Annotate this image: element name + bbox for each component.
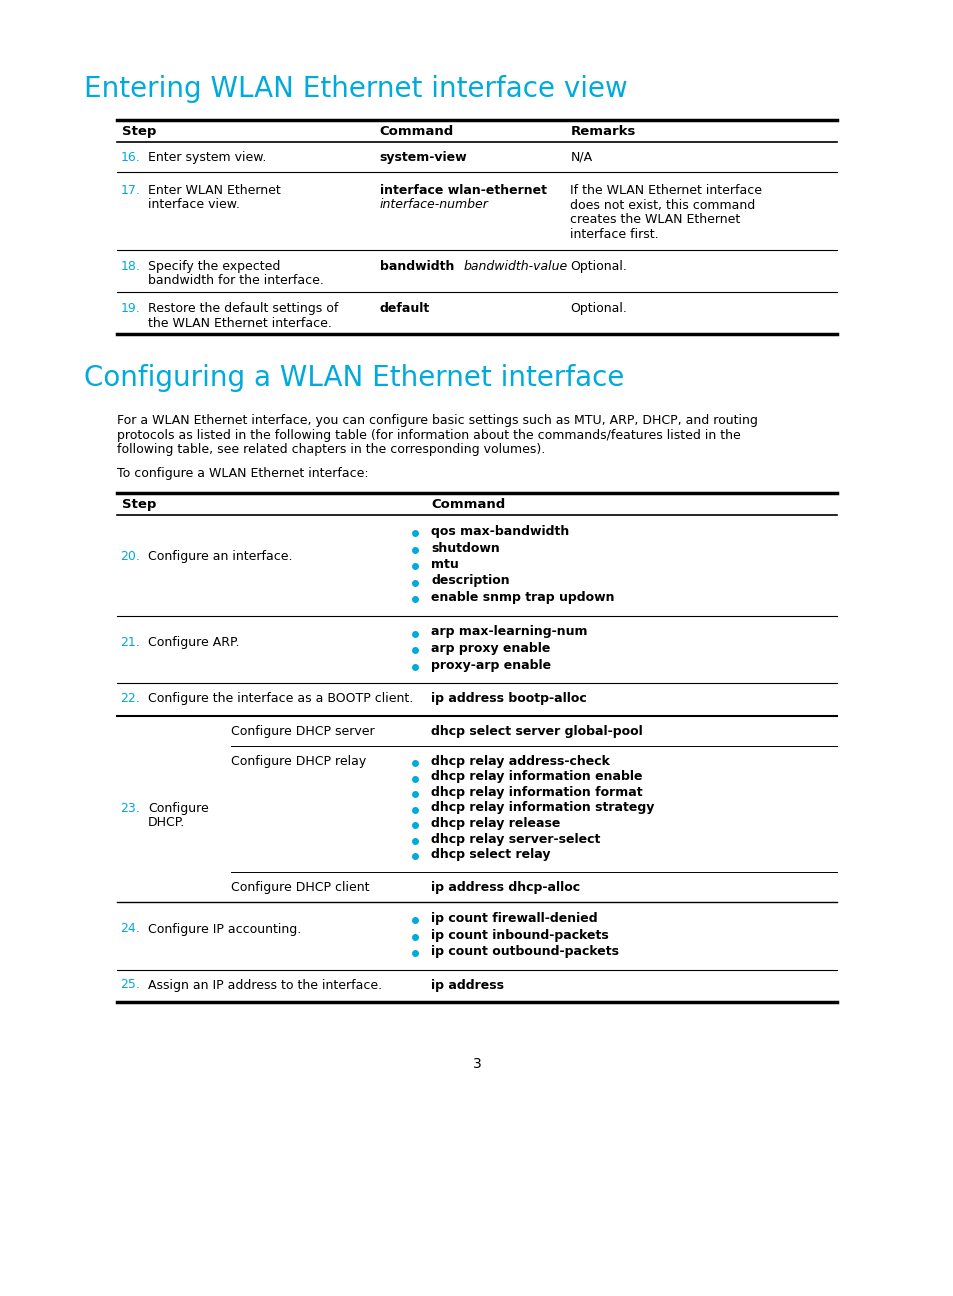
Text: ip count firewall-denied: ip count firewall-denied bbox=[431, 912, 598, 925]
Text: For a WLAN Ethernet interface, you can configure basic settings such as MTU, ARP: For a WLAN Ethernet interface, you can c… bbox=[117, 413, 758, 426]
Text: dhcp relay information enable: dhcp relay information enable bbox=[431, 771, 642, 784]
Text: dhcp relay address-check: dhcp relay address-check bbox=[431, 756, 610, 769]
Text: shutdown: shutdown bbox=[431, 542, 499, 555]
Text: Configure an interface.: Configure an interface. bbox=[148, 550, 292, 562]
Text: ip address: ip address bbox=[431, 978, 504, 991]
Text: 21.: 21. bbox=[120, 636, 140, 649]
Text: Configuring a WLAN Ethernet interface: Configuring a WLAN Ethernet interface bbox=[84, 364, 623, 391]
Text: DHCP.: DHCP. bbox=[148, 816, 185, 829]
Text: Remarks: Remarks bbox=[570, 124, 636, 137]
Text: the WLAN Ethernet interface.: the WLAN Ethernet interface. bbox=[148, 316, 332, 329]
Text: ip count outbound-packets: ip count outbound-packets bbox=[431, 945, 618, 958]
Text: Configure ARP.: Configure ARP. bbox=[148, 636, 239, 649]
Text: arp max-learning-num: arp max-learning-num bbox=[431, 626, 587, 639]
Text: If the WLAN Ethernet interface: If the WLAN Ethernet interface bbox=[570, 184, 761, 197]
Text: dhcp relay information format: dhcp relay information format bbox=[431, 785, 642, 800]
Text: dhcp select relay: dhcp select relay bbox=[431, 848, 550, 861]
Text: interface-number: interface-number bbox=[379, 198, 488, 211]
Text: 18.: 18. bbox=[120, 260, 140, 273]
Text: system-view: system-view bbox=[379, 152, 467, 165]
Text: Step: Step bbox=[122, 124, 156, 137]
Text: Configure DHCP server: Configure DHCP server bbox=[231, 724, 375, 737]
Text: description: description bbox=[431, 574, 509, 587]
Text: Enter system view.: Enter system view. bbox=[148, 152, 266, 165]
Text: 3: 3 bbox=[472, 1058, 481, 1070]
Text: following table, see related chapters in the corresponding volumes).: following table, see related chapters in… bbox=[117, 443, 545, 456]
Text: default: default bbox=[379, 302, 430, 315]
Text: To configure a WLAN Ethernet interface:: To configure a WLAN Ethernet interface: bbox=[117, 467, 369, 480]
Text: does not exist, this command: does not exist, this command bbox=[570, 198, 755, 211]
Text: Restore the default settings of: Restore the default settings of bbox=[148, 302, 338, 315]
Text: ip address bootp-alloc: ip address bootp-alloc bbox=[431, 692, 586, 705]
Text: Configure DHCP relay: Configure DHCP relay bbox=[231, 756, 366, 769]
Text: Configure the interface as a BOOTP client.: Configure the interface as a BOOTP clien… bbox=[148, 692, 413, 705]
Text: Configure IP accounting.: Configure IP accounting. bbox=[148, 923, 301, 936]
Text: dhcp relay server-select: dhcp relay server-select bbox=[431, 832, 600, 845]
Text: proxy-arp enable: proxy-arp enable bbox=[431, 658, 551, 671]
Text: Step: Step bbox=[122, 498, 156, 511]
Text: 19.: 19. bbox=[120, 302, 140, 315]
Text: ip address dhcp-alloc: ip address dhcp-alloc bbox=[431, 880, 579, 893]
Text: creates the WLAN Ethernet: creates the WLAN Ethernet bbox=[570, 213, 740, 226]
Text: bandwidth for the interface.: bandwidth for the interface. bbox=[148, 275, 323, 288]
Text: dhcp relay release: dhcp relay release bbox=[431, 816, 560, 829]
Text: bandwidth: bandwidth bbox=[379, 260, 458, 273]
Text: 17.: 17. bbox=[120, 184, 140, 197]
Text: 20.: 20. bbox=[120, 550, 140, 562]
Text: ip count inbound-packets: ip count inbound-packets bbox=[431, 928, 608, 941]
Text: Configure: Configure bbox=[148, 802, 209, 815]
Text: dhcp relay information strategy: dhcp relay information strategy bbox=[431, 801, 654, 814]
Text: Optional.: Optional. bbox=[570, 260, 627, 273]
Text: interface view.: interface view. bbox=[148, 198, 239, 211]
Text: 23.: 23. bbox=[120, 802, 140, 815]
Text: enable snmp trap updown: enable snmp trap updown bbox=[431, 591, 614, 604]
Text: Command: Command bbox=[431, 498, 505, 511]
Text: Optional.: Optional. bbox=[570, 302, 627, 315]
Text: Entering WLAN Ethernet interface view: Entering WLAN Ethernet interface view bbox=[84, 75, 627, 102]
Text: Assign an IP address to the interface.: Assign an IP address to the interface. bbox=[148, 978, 381, 991]
Text: qos max-bandwidth: qos max-bandwidth bbox=[431, 525, 569, 538]
Text: 22.: 22. bbox=[120, 692, 140, 705]
Text: protocols as listed in the following table (for information about the commands/f: protocols as listed in the following tab… bbox=[117, 429, 740, 442]
Text: mtu: mtu bbox=[431, 559, 458, 572]
Text: arp proxy enable: arp proxy enable bbox=[431, 642, 550, 654]
Text: 24.: 24. bbox=[120, 923, 140, 936]
Text: interface wlan-ethernet: interface wlan-ethernet bbox=[379, 184, 546, 197]
Text: interface first.: interface first. bbox=[570, 228, 659, 241]
Text: N/A: N/A bbox=[570, 152, 592, 165]
Text: Specify the expected: Specify the expected bbox=[148, 260, 280, 273]
Text: Enter WLAN Ethernet: Enter WLAN Ethernet bbox=[148, 184, 280, 197]
Text: 25.: 25. bbox=[120, 978, 140, 991]
Text: 16.: 16. bbox=[120, 152, 140, 165]
Text: Configure DHCP client: Configure DHCP client bbox=[231, 880, 369, 893]
Text: Command: Command bbox=[379, 124, 454, 137]
Text: bandwidth-value: bandwidth-value bbox=[463, 260, 567, 273]
Text: dhcp select server global-pool: dhcp select server global-pool bbox=[431, 724, 642, 737]
